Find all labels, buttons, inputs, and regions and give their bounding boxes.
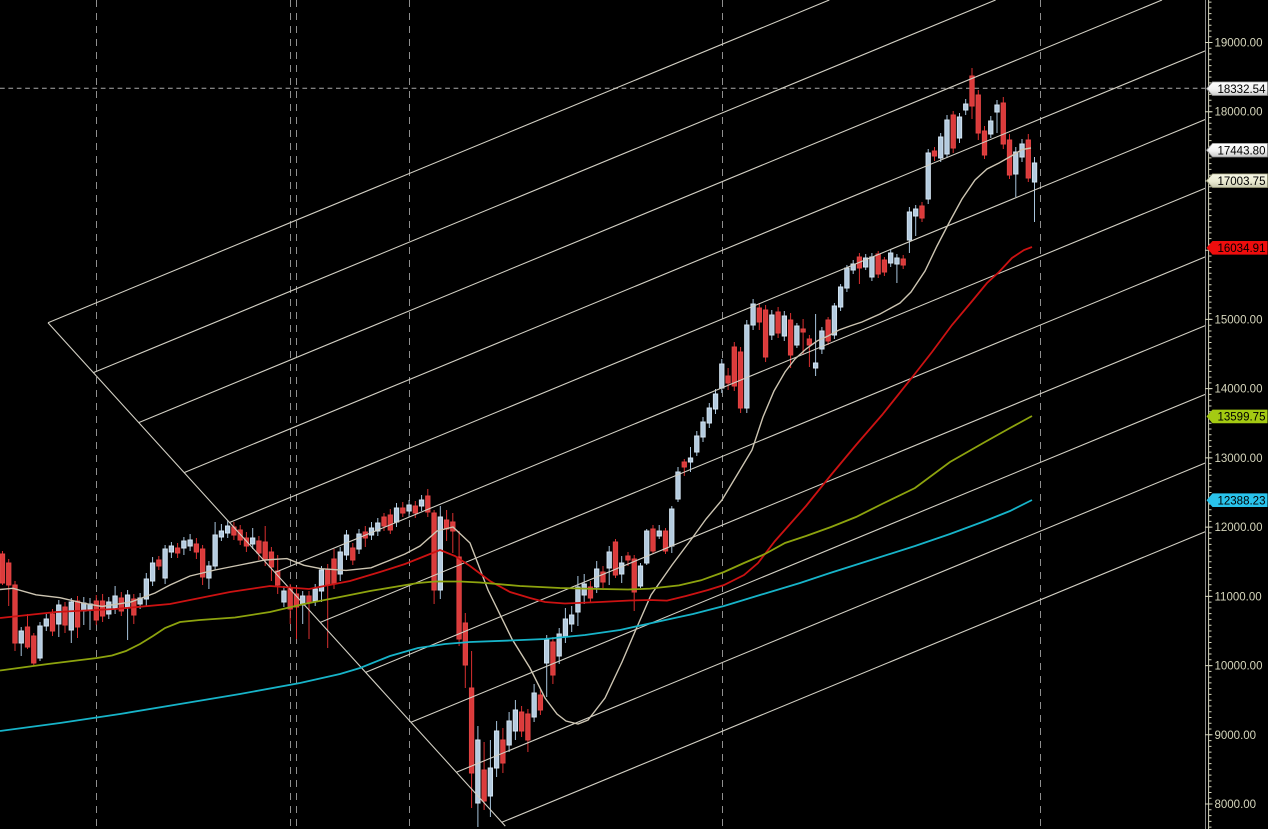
svg-text:12000.00: 12000.00 — [1215, 522, 1263, 534]
svg-text:14000.00: 14000.00 — [1215, 384, 1263, 396]
svg-text:10000.00: 10000.00 — [1215, 661, 1263, 673]
svg-text:9000.00: 9000.00 — [1215, 730, 1257, 742]
svg-text:8000.00: 8000.00 — [1215, 799, 1257, 811]
svg-text:12388.23: 12388.23 — [1218, 495, 1266, 507]
svg-text:18332.54: 18332.54 — [1218, 84, 1267, 96]
svg-text:17443.80: 17443.80 — [1218, 145, 1266, 157]
svg-text:17003.75: 17003.75 — [1218, 176, 1266, 188]
svg-text:11000.00: 11000.00 — [1215, 591, 1262, 603]
svg-text:16034.91: 16034.91 — [1218, 243, 1266, 255]
svg-text:15000.00: 15000.00 — [1215, 314, 1263, 326]
svg-text:13599.75: 13599.75 — [1218, 412, 1266, 424]
svg-text:13000.00: 13000.00 — [1215, 453, 1263, 465]
svg-text:18000.00: 18000.00 — [1215, 107, 1263, 119]
svg-text:19000.00: 19000.00 — [1215, 38, 1263, 50]
